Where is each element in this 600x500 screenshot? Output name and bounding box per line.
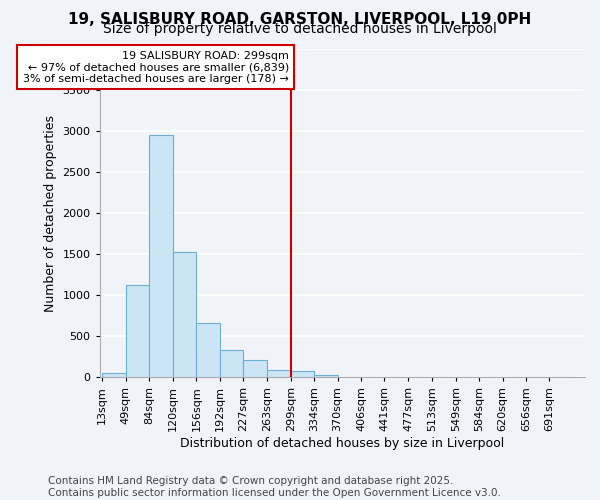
Bar (126, 284, 149, 378)
Bar (173, 252, 196, 378)
Bar (314, 375, 338, 378)
X-axis label: Distribution of detached houses by size in Liverpool: Distribution of detached houses by size … (180, 437, 505, 450)
Text: 19 SALISBURY ROAD: 299sqm
← 97% of detached houses are smaller (6,839)
3% of sem: 19 SALISBURY ROAD: 299sqm ← 97% of detac… (23, 50, 289, 84)
Bar (149, 135, 173, 378)
Bar (102, 373, 126, 378)
Text: Size of property relative to detached houses in Liverpool: Size of property relative to detached ho… (103, 22, 497, 36)
Bar (267, 370, 291, 378)
Text: 19, SALISBURY ROAD, GARSTON, LIVERPOOL, L19 0PH: 19, SALISBURY ROAD, GARSTON, LIVERPOOL, … (68, 12, 532, 28)
Bar (220, 350, 243, 378)
Bar (243, 360, 267, 378)
Text: Contains HM Land Registry data © Crown copyright and database right 2025.
Contai: Contains HM Land Registry data © Crown c… (48, 476, 501, 498)
Bar (291, 371, 314, 378)
Y-axis label: Number of detached properties: Number of detached properties (44, 114, 57, 312)
Bar (196, 323, 220, 378)
